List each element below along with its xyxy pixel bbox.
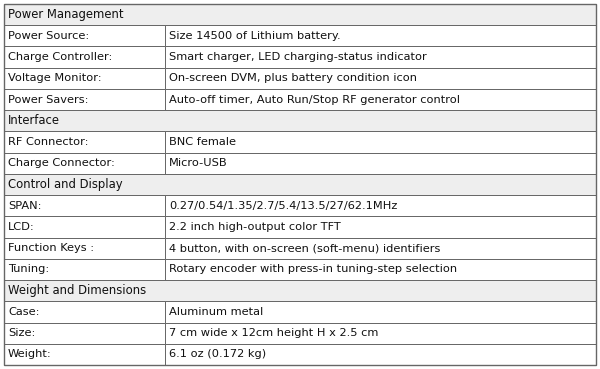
Bar <box>165 216 596 238</box>
Bar <box>165 153 596 174</box>
Text: Size:: Size: <box>8 328 35 338</box>
Bar <box>165 238 596 259</box>
Bar <box>4 259 165 280</box>
Text: BNC female: BNC female <box>169 137 236 147</box>
Text: On-screen DVM, plus battery condition icon: On-screen DVM, plus battery condition ic… <box>169 73 417 83</box>
Bar <box>4 174 596 195</box>
Text: Micro-USB: Micro-USB <box>169 158 227 168</box>
Bar <box>165 131 596 153</box>
Bar <box>165 195 596 216</box>
Bar <box>165 89 596 110</box>
Bar <box>4 301 165 323</box>
Bar <box>4 153 165 174</box>
Bar <box>165 323 596 344</box>
Bar <box>4 25 165 46</box>
Text: Case:: Case: <box>8 307 40 317</box>
Text: RF Connector:: RF Connector: <box>8 137 89 147</box>
Bar <box>4 344 165 365</box>
Bar <box>4 110 596 131</box>
Bar <box>165 68 596 89</box>
Text: LCD:: LCD: <box>8 222 35 232</box>
Text: Power Management: Power Management <box>8 8 124 21</box>
Text: 6.1 oz (0.172 kg): 6.1 oz (0.172 kg) <box>169 349 266 359</box>
Text: Weight:: Weight: <box>8 349 52 359</box>
Text: Smart charger, LED charging-status indicator: Smart charger, LED charging-status indic… <box>169 52 427 62</box>
Text: Charge Controller:: Charge Controller: <box>8 52 112 62</box>
Bar <box>4 4 596 25</box>
Bar <box>165 344 596 365</box>
Bar <box>4 131 165 153</box>
Bar <box>165 259 596 280</box>
Text: Charge Connector:: Charge Connector: <box>8 158 115 168</box>
Text: 7 cm wide x 12cm height H x 2.5 cm: 7 cm wide x 12cm height H x 2.5 cm <box>169 328 379 338</box>
Text: Size 14500 of Lithium battery.: Size 14500 of Lithium battery. <box>169 31 341 41</box>
Text: Voltage Monitor:: Voltage Monitor: <box>8 73 101 83</box>
Bar <box>4 46 165 68</box>
Bar <box>165 301 596 323</box>
Bar <box>4 216 165 238</box>
Text: SPAN:: SPAN: <box>8 201 41 211</box>
Text: 0.27/0.54/1.35/2.7/5.4/13.5/27/62.1MHz: 0.27/0.54/1.35/2.7/5.4/13.5/27/62.1MHz <box>169 201 397 211</box>
Text: Aluminum metal: Aluminum metal <box>169 307 263 317</box>
Text: Rotary encoder with press-in tuning-step selection: Rotary encoder with press-in tuning-step… <box>169 265 457 275</box>
Text: 2.2 inch high-output color TFT: 2.2 inch high-output color TFT <box>169 222 341 232</box>
Text: Weight and Dimensions: Weight and Dimensions <box>8 284 146 297</box>
Bar <box>165 25 596 46</box>
Text: Control and Display: Control and Display <box>8 178 122 191</box>
Text: Interface: Interface <box>8 114 60 127</box>
Bar <box>4 195 165 216</box>
Text: Function Keys :: Function Keys : <box>8 243 94 253</box>
Text: Power Source:: Power Source: <box>8 31 89 41</box>
Bar <box>4 238 165 259</box>
Bar <box>4 323 165 344</box>
Bar <box>4 89 165 110</box>
Text: Tuning:: Tuning: <box>8 265 49 275</box>
Bar <box>4 68 165 89</box>
Text: Power Savers:: Power Savers: <box>8 94 89 104</box>
Bar <box>165 46 596 68</box>
Text: 4 button, with on-screen (soft-menu) identifiers: 4 button, with on-screen (soft-menu) ide… <box>169 243 440 253</box>
Text: Auto-off timer, Auto Run/Stop RF generator control: Auto-off timer, Auto Run/Stop RF generat… <box>169 94 460 104</box>
Bar <box>4 280 596 301</box>
